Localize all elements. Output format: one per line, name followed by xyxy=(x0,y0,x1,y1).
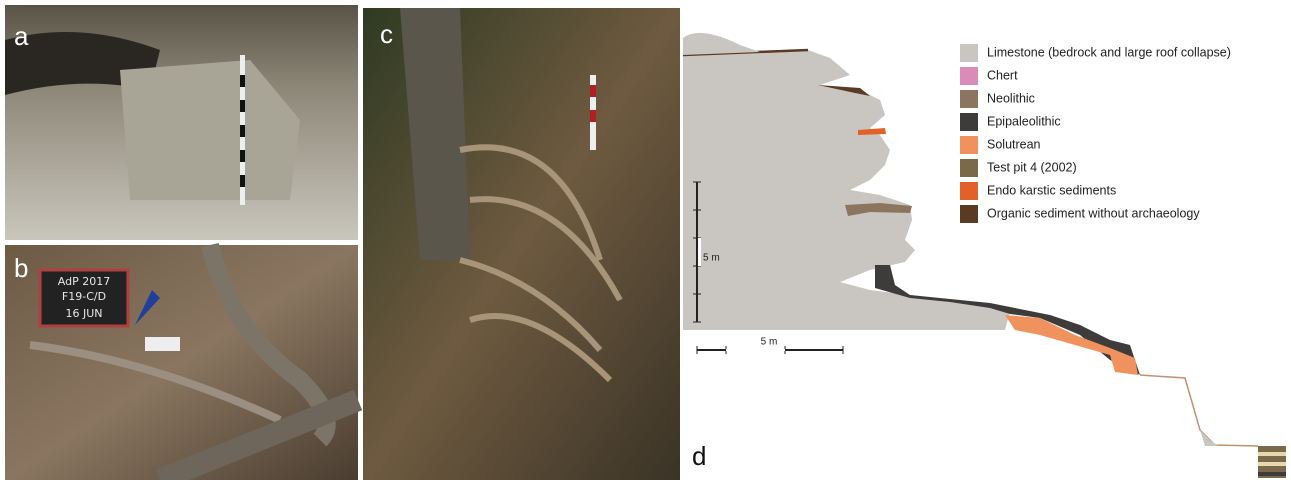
legend-label: Limestone (bedrock and large roof collap… xyxy=(987,45,1231,59)
blackboard-line: F19-C/D xyxy=(62,290,106,303)
legend-swatch xyxy=(960,90,978,108)
legend-label: Test pit 4 (2002) xyxy=(987,160,1077,174)
legend-swatch xyxy=(960,136,978,154)
legend-label: Chert xyxy=(987,68,1018,82)
legend-swatch xyxy=(960,113,978,131)
panel-label: c xyxy=(380,19,393,49)
photo-c xyxy=(363,8,680,480)
legend-label: Neolithic xyxy=(987,91,1035,105)
panel-label: a xyxy=(14,21,29,51)
legend-label: Solutrean xyxy=(987,137,1041,151)
section-diagram: 5 m 5 m xyxy=(683,33,1286,478)
legend-label: Endo karstic sediments xyxy=(987,183,1116,197)
legend-swatch xyxy=(960,44,978,62)
legend-swatch xyxy=(960,159,978,177)
blackboard-line: 16 JUN xyxy=(65,307,102,320)
legend: Limestone (bedrock and large roof collap… xyxy=(960,44,1231,223)
panel-label: b xyxy=(14,253,28,283)
legend-label: Organic sediment without archaeology xyxy=(987,206,1200,220)
legend-swatch xyxy=(960,67,978,85)
legend-swatch xyxy=(960,182,978,200)
horizontal-scale-label: 5 m xyxy=(761,337,778,348)
vertical-scale-label: 5 m xyxy=(703,253,720,264)
legend-label: Epipaleolithic xyxy=(987,114,1061,128)
panel-label: d xyxy=(692,441,706,471)
legend-swatch xyxy=(960,205,978,223)
blackboard-line: AdP 2017 xyxy=(58,275,110,288)
figure: 5 m 5 m Limestone (bedrock and large roo… xyxy=(0,0,1291,480)
photo-a xyxy=(5,5,358,240)
